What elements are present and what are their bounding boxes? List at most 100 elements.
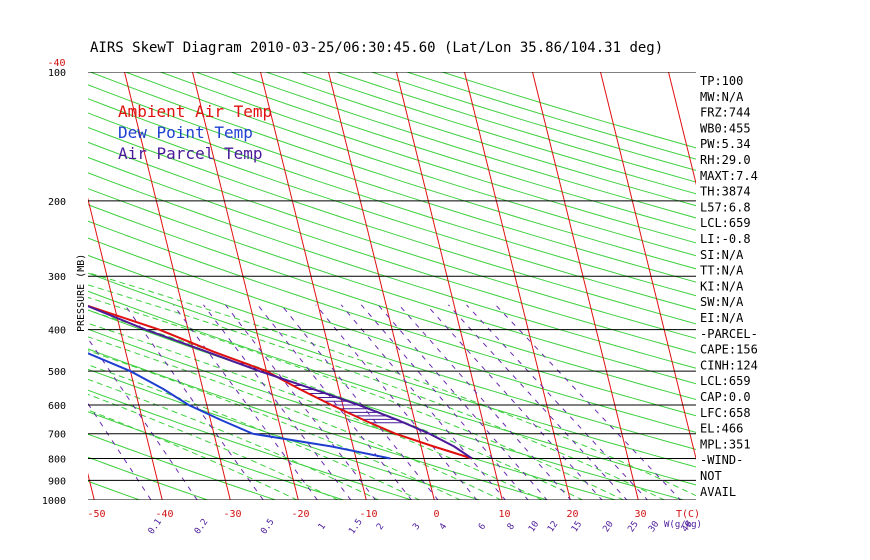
bottom-temperature-tick-label: -50	[87, 509, 105, 520]
stability-index-entry: LCL:659	[700, 216, 751, 230]
chart-legend: Ambient Air Temp Dew Point Temp Air Parcel…	[118, 102, 272, 163]
pressure-tick-label: 200	[48, 197, 66, 208]
stability-index-entry: CAP:0.0	[700, 390, 751, 404]
dry-adiabat-line	[88, 141, 696, 339]
mixing-ratio-tick-label: 0.5	[259, 517, 277, 536]
mixing-ratio-tick-label: 8	[506, 522, 517, 532]
bottom-temperature-tick-label: -20	[291, 509, 309, 520]
dry-adiabat-line	[88, 84, 696, 283]
dry-adiabat-line	[88, 204, 696, 401]
dry-adiabat-line	[88, 156, 696, 354]
mixing-ratio-line	[203, 304, 352, 500]
y-axis-label: PRESSURE (MB)	[76, 254, 87, 332]
stability-index-entry: EL:466	[700, 422, 743, 436]
mixing-ratio-tick-label: 25	[626, 520, 640, 535]
mixing-ratio-tick-label: 0.1	[147, 517, 165, 536]
pressure-tick-label: 1000	[42, 496, 66, 507]
bottom-temperature-tick-label: -30	[223, 509, 241, 520]
dry-adiabat-line	[88, 290, 696, 486]
isotherm-line	[737, 72, 845, 509]
mixing-ratio-tick-label: 1.5	[347, 517, 365, 536]
dry-adiabat-line	[0, 72, 27, 509]
legend-entry: Dew Point Temp	[118, 123, 253, 142]
isotherm-line	[192, 72, 299, 500]
stability-index-entry: KI:N/A	[700, 279, 744, 293]
dry-adiabat-line	[88, 456, 210, 500]
isotherm-line	[328, 72, 435, 500]
mixing-ratio-line	[360, 304, 529, 500]
dry-adiabat-line	[88, 272, 696, 468]
mixing-ratio-unit-label: W(g/kg)	[664, 520, 702, 530]
isotherm-line	[260, 72, 367, 500]
mixing-ratio-tick-label: 30	[647, 520, 661, 535]
pressure-tick-label: 900	[48, 476, 66, 487]
bottom-temperature-tick-label: 10	[498, 509, 510, 520]
stability-index-entry: SW:N/A	[700, 295, 744, 309]
stability-index-entry: PW:5.34	[700, 137, 751, 151]
stability-index-entry: RH:29.0	[700, 153, 751, 167]
stability-index-entry: MPL:351	[700, 437, 751, 451]
pressure-tick-label: 300	[48, 272, 66, 283]
mixing-ratio-tick-label: 6	[477, 522, 488, 532]
mixing-ratio-tick-label: 10	[527, 520, 541, 535]
mixing-ratio-line	[398, 304, 572, 500]
dry-adiabat-line	[88, 172, 696, 369]
dry-adiabat-line	[160, 72, 696, 244]
plot-grid	[0, 72, 845, 509]
mixing-ratio-line	[315, 304, 478, 500]
mixing-ratio-line	[173, 304, 318, 500]
pressure-tick-label: 700	[48, 430, 66, 441]
dry-adiabat-line	[88, 126, 696, 325]
stability-index-entry: CAPE:156	[700, 343, 758, 357]
mixing-ratio-tick-label: 15	[570, 520, 584, 535]
isotherm-line	[532, 72, 639, 500]
mixing-ratio-line	[448, 304, 628, 500]
moist-adiabat-line	[88, 393, 339, 500]
stability-index-entry: TT:N/A	[700, 264, 744, 278]
mixing-ratio-tick-label: 2	[375, 522, 386, 532]
isotherm-line	[600, 72, 696, 461]
pressure-tick-label: 800	[48, 455, 66, 466]
mixing-ratio-ticks: 0.1 0.2 0.5 1 1.5 2 3 4 6 8 10 12 15 20 25 30 40	[147, 517, 695, 536]
stability-index-entry: FRZ:744	[700, 106, 751, 120]
stability-index-entry: MW:N/A	[700, 90, 744, 104]
temperature-unit-label: T(C)	[676, 509, 700, 520]
stability-index-entry: LI:-0.8	[700, 232, 751, 246]
stability-index-entry: LCL:659	[700, 374, 751, 388]
pressure-tick-label: 600	[48, 401, 66, 412]
isotherm-line	[396, 72, 503, 500]
dry-adiabat-line	[88, 368, 482, 500]
stability-index-entry: WB0:455	[700, 121, 751, 135]
pressure-tick-label: 400	[48, 326, 66, 337]
stability-index-entry: -PARCEL-	[700, 327, 758, 341]
mixing-ratio-tick-label: 4	[438, 522, 449, 532]
dry-adiabat-line	[441, 72, 696, 149]
dry-adiabat-line	[88, 389, 414, 500]
dry-adiabat-line	[406, 72, 696, 160]
isotherm-line	[464, 72, 571, 500]
bottom-temperature-tick-label: -40	[155, 509, 173, 520]
moist-adiabat-line	[88, 272, 696, 497]
legend-entry: Ambient Air Temp	[118, 102, 272, 121]
dry-adiabat-line	[88, 433, 278, 500]
stability-index-entry: MAXT:7.4	[700, 169, 758, 183]
dry-adiabat-line	[90, 72, 696, 270]
chart-title: AIRS SkewT Diagram 2010-03-25/06:30:45.6…	[90, 40, 663, 56]
stability-index-entry: CINH:124	[700, 358, 758, 372]
stability-index-entry: NOT	[700, 469, 722, 483]
series-line-air-parcel-temp	[88, 305, 473, 460]
dry-adiabat-line	[125, 72, 696, 257]
isotherm-line	[0, 72, 29, 509]
mixing-ratio-line	[88, 402, 152, 500]
dry-adiabat-line	[88, 237, 696, 433]
series-line-ambient-air-temp	[88, 304, 473, 460]
stability-index-entry: LFC:658	[700, 406, 751, 420]
pressure-tick-label: 500	[48, 367, 66, 378]
dry-adiabat-line	[88, 112, 696, 311]
stability-index-entry: -WIND-	[700, 453, 743, 467]
bottom-temperature-tick-label: -10	[359, 509, 377, 520]
isotherm-line	[668, 72, 696, 186]
legend-entry: Air Parcel Temp	[118, 144, 263, 163]
moist-adiabat-line	[88, 350, 462, 500]
dry-adiabat-line	[88, 411, 346, 500]
